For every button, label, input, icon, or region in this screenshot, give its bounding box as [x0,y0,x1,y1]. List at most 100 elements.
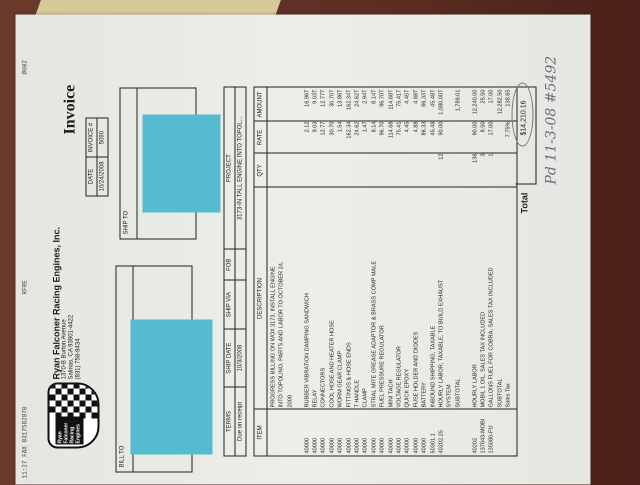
item-code: 40202.25 [438,430,445,454]
project-value: 3173-IN TALL ENGINE INTO TOPOL... [235,87,246,250]
invoice-number: 5090 [97,118,108,157]
item-description: RELAY [312,389,319,408]
item-description: RUBBER VIBRATION DAMPING SANDWICH [304,293,311,408]
table-row: 40000 RUBBER VIBRATION DAMPING SANDWICH 2.… [304,88,311,456]
table-row: 137043-MOBI MOBIL 1 OIL, SALES TAX INCLUD… [481,88,488,456]
item-rate: 8.14 [371,121,378,133]
terms-table: TERMS SHIP DATE SHIP VIA FOB PROJECT Due… [224,87,247,457]
item-description: INBOUND SHIPPING, TAXABLE [430,325,437,408]
table-row: 40000 CONNECTORS 12.77 12.77T [321,88,328,456]
item-code: 40000 [413,437,420,454]
item-code: 40000 [312,437,319,454]
item-description: FUSE HOLDER AND DIODES [413,331,420,408]
item-code: 40000 [404,437,411,454]
item-rate: 90.00 [472,121,479,136]
item-amount: 96.70T [379,89,386,107]
table-row: 135080-FU GALLONS FUEL FOR COBRA, SALES T… [489,88,496,456]
item-rate: 24.62 [354,121,361,136]
project-label: PROJECT [224,87,235,250]
table-row: 40000 FUEL PRESSURE REGULATOR 96.70 96.70T [380,88,387,456]
item-description: WORM GEAR CLAMP [337,350,344,408]
terms-value: Due on receipt [235,386,246,456]
fax-header-left: 11:27 FAX 8317582870 [21,406,29,479]
ship-date-value: 10/3/2008 [235,329,246,387]
ship-to-label: SHIP TO [120,88,138,239]
item-qty: 3 [480,153,487,157]
item-description: 2008 [287,395,294,408]
item-qty: 1 [488,153,495,157]
item-rate: 2.12 [304,121,311,133]
table-row: 40000 COOL HOSE AND HEATER HOSE 30.70 30.70… [329,88,336,456]
item-code: 137043-MOBI [480,418,487,454]
item-code: 40000 [320,437,327,454]
logo-text: Ryan Falconer Racing Engines [55,416,84,445]
table-row: PROGRESS BILLING ON WO# 3173, INSTALL EN… [271,88,278,456]
item-amount: 24.62T [354,89,361,107]
company-phone: (831) 758-8434 [75,338,82,380]
table-row: SYSTEM [447,88,454,456]
item-amount: 12,282.50 [497,89,504,115]
table-row: 40000 T HANDLE 24.62 24.62T [355,88,362,456]
fax-header-mid: RFRE [21,280,29,295]
item-rate: 12.77 [320,121,327,136]
item-rate: 8.50 [480,121,487,133]
ship-via-label: SHIP VIA [224,280,235,330]
item-description: MINI TACH [388,379,395,408]
table-row: 40202 HOURLY LABOR 136 90.00 12,240.00 [472,88,479,456]
item-amount: 86.33T [421,89,428,107]
table-row: 40000 FUSE HOLDER AND DIODES 4.88 4.88T [413,88,420,456]
table-row [296,88,303,456]
item-code: 40000 [379,437,386,454]
total-label: Total [519,192,530,214]
item-code: 40000 [346,437,353,454]
item-description: HOURLY LABOR, TAXABLE, TO BUILD EXHAUST [438,279,445,408]
company-address2: Salinas, CA 93901-4422 [68,314,75,380]
item-code: 40000 [421,437,428,454]
item-amount: 45.48T [430,89,437,107]
fob-value [235,249,246,281]
table-row: 40000 MINI TACH 114.68 114.68T [388,88,395,456]
item-description: FITTINGS & HOSE ENDS [346,342,353,408]
table-row: 40000 QUICK EPOXY 4.45 4.45T [405,88,412,456]
item-code: 40000 [362,437,369,454]
fax-page-number: Ø002 [21,60,29,75]
item-description: STRAL MITE GREASE ADAPTOR & BRASS COMP M… [371,260,378,408]
table-row: 40202.25 HOURLY LABOR, TAXABLE, TO BUILD … [439,88,446,456]
table-row: 40000 FITTINGS & HOSE ENDS 162.34 162.34T [346,88,353,456]
item-description: INTO TOPOLINO, PARTS AND LABOR TO OCTOBE… [278,261,285,408]
item-amount: 162.34T [346,89,353,111]
redacted-bill-to-address [130,319,213,455]
item-rate: 9.03 [312,121,319,133]
table-row: 40000 VOLTAGE REGULATOR 75.41 75.41T [397,88,404,456]
item-description: MOBIL 1 OIL, SALES TAX INCLUDED [480,311,487,408]
item-rate: 114.68 [388,121,395,139]
line-items-table: ITEM DESCRIPTION QTY RATE AMOUNT PROGRES… [253,86,518,457]
table-row [464,88,471,456]
item-rate: 30.70 [329,121,336,136]
item-code: 40000 [388,437,395,454]
item-amount: 4.45T [404,89,411,104]
item-amount: 9.03T [312,89,319,104]
total-circle-mark [511,82,534,147]
item-code: 50301.1 [430,433,437,454]
item-code: 40000 [396,437,403,454]
invoice-date-number-table: DATE INVOICE # 10/24/2008 5090 [86,118,109,197]
item-amount: 4.88T [413,89,420,104]
terms-label: TERMS [224,386,235,456]
item-code: 40202 [472,437,479,454]
column-header-qty: QTY [254,153,268,188]
item-amount: 1,080.00T [438,89,445,115]
item-code: 40000 [304,437,311,454]
item-rate: 1.47 [362,121,369,133]
item-amount: 30.70T [329,89,336,107]
item-rate: 4.88 [413,121,420,133]
fob-label: FOB [224,249,235,281]
item-description: SUBTOTAL [497,378,504,408]
item-amount: 25.50 [480,89,487,104]
item-description: SUBTOTAL [455,378,462,408]
table-row: 40000 RELAY 9.03 9.03T [313,88,320,456]
item-rate: 4.45 [404,121,411,133]
item-rate: 17.00 [488,121,495,136]
item-code: 135080-FU [488,425,495,454]
item-rate: 162.34 [346,121,353,139]
